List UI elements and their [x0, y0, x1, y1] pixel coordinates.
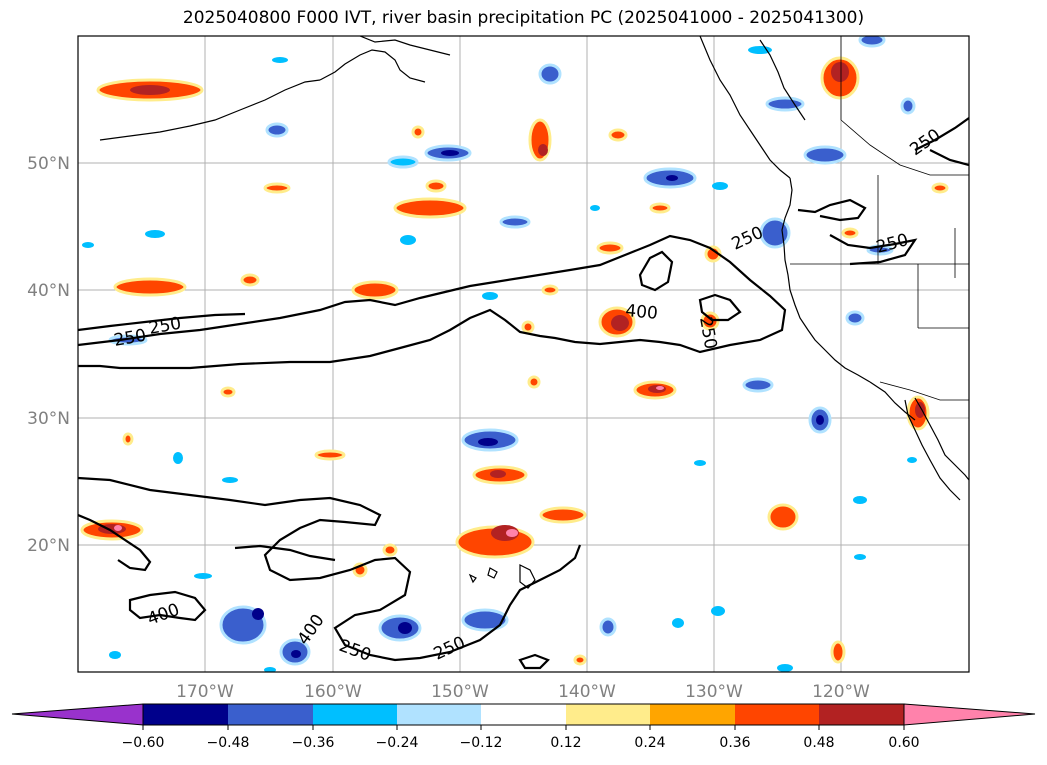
- lon-tick-label: 150°W: [431, 682, 489, 702]
- colorbar-segment: [228, 704, 313, 725]
- lat-tick-label: 20°N: [27, 536, 70, 556]
- colorbar-tick-label: 0.36: [719, 735, 750, 751]
- ivt-contours: [78, 117, 969, 670]
- colorbar: −0.60 −0.48 −0.36 −0.24 −0.12 0.12 0.24 …: [11, 703, 1036, 751]
- map-title: 2025040800 F000 IVT, river basin precipi…: [182, 8, 865, 28]
- colorbar-tick-label: −0.24: [376, 735, 419, 751]
- lon-tick-label: 160°W: [304, 682, 362, 702]
- colorbar-tick-label: 0.60: [888, 735, 919, 751]
- lon-tick-label: 140°W: [558, 682, 616, 702]
- colorbar-tick-label: −0.36: [292, 735, 335, 751]
- colorbar-tick-label: −0.12: [460, 735, 503, 751]
- colorbar-extend-min: [11, 703, 144, 726]
- lat-tick-label: 30°N: [27, 409, 70, 429]
- colorbar-segment: [566, 704, 650, 725]
- lon-tick-label: 170°W: [176, 682, 234, 702]
- lat-tick-label: 50°N: [27, 154, 70, 174]
- colorbar-segment: [819, 704, 904, 725]
- colorbar-tick-label: 0.24: [634, 735, 665, 751]
- lon-tick-label: 120°W: [812, 682, 870, 702]
- negative-precip-blobs: [82, 36, 917, 672]
- lon-tick-label: 130°W: [685, 682, 743, 702]
- map-frame: [77, 35, 970, 673]
- colorbar-tick-label: 0.12: [550, 735, 581, 751]
- colorbar-segment: [650, 704, 735, 725]
- borders: [790, 36, 969, 401]
- colorbar-tick-label: −0.48: [207, 735, 250, 751]
- coastlines: [99, 36, 969, 589]
- colorbar-tick-label: −0.60: [122, 735, 165, 751]
- positive-precip-blobs: [80, 56, 949, 666]
- colorbar-segment: [481, 704, 566, 725]
- map-area: [78, 36, 969, 672]
- colorbar-segment: [735, 704, 819, 725]
- longitude-labels: 170°W 160°W 150°W 140°W 130°W 120°W: [176, 682, 870, 702]
- colorbar-segment: [397, 704, 481, 725]
- colorbar-extend-max: [903, 703, 1036, 726]
- lat-tick-label: 40°N: [27, 281, 70, 301]
- latitude-labels: 50°N 40°N 30°N 20°N: [27, 154, 70, 556]
- colorbar-segment: [313, 704, 397, 725]
- contour-label: 400: [625, 301, 659, 324]
- colorbar-segment: [143, 704, 228, 725]
- colorbar-tick-label: 0.48: [803, 735, 834, 751]
